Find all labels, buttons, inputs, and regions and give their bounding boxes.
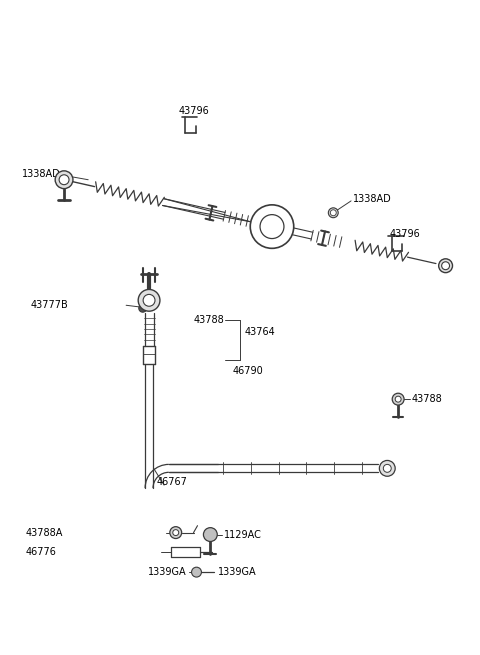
Text: 43777B: 43777B	[30, 300, 68, 310]
Circle shape	[170, 527, 182, 538]
Circle shape	[138, 290, 160, 311]
Circle shape	[395, 396, 401, 402]
Circle shape	[204, 528, 217, 542]
Circle shape	[442, 262, 450, 270]
Text: 43796: 43796	[179, 105, 209, 115]
Circle shape	[55, 171, 73, 189]
Text: 46790: 46790	[232, 367, 263, 377]
Circle shape	[143, 294, 155, 307]
Text: 43788A: 43788A	[25, 527, 63, 538]
Circle shape	[250, 205, 294, 248]
Text: 43788: 43788	[412, 394, 443, 404]
Text: 43788: 43788	[193, 315, 224, 325]
Text: 1338AD: 1338AD	[22, 169, 60, 179]
Circle shape	[330, 210, 336, 215]
Circle shape	[379, 460, 395, 476]
Text: 1129AC: 1129AC	[224, 530, 262, 540]
Text: 1338AD: 1338AD	[353, 194, 392, 204]
Circle shape	[173, 530, 179, 536]
Circle shape	[59, 175, 69, 185]
Circle shape	[139, 305, 147, 312]
Circle shape	[439, 259, 453, 272]
Text: 43764: 43764	[245, 327, 276, 337]
Circle shape	[328, 208, 338, 217]
Circle shape	[192, 567, 202, 577]
Circle shape	[260, 215, 284, 238]
Text: 1339GA: 1339GA	[148, 567, 187, 577]
Text: 46776: 46776	[25, 548, 57, 557]
Circle shape	[384, 464, 391, 472]
Circle shape	[392, 393, 404, 405]
Text: 43796: 43796	[389, 229, 420, 239]
Text: 46767: 46767	[157, 477, 188, 487]
Text: 1339GA: 1339GA	[218, 567, 257, 577]
